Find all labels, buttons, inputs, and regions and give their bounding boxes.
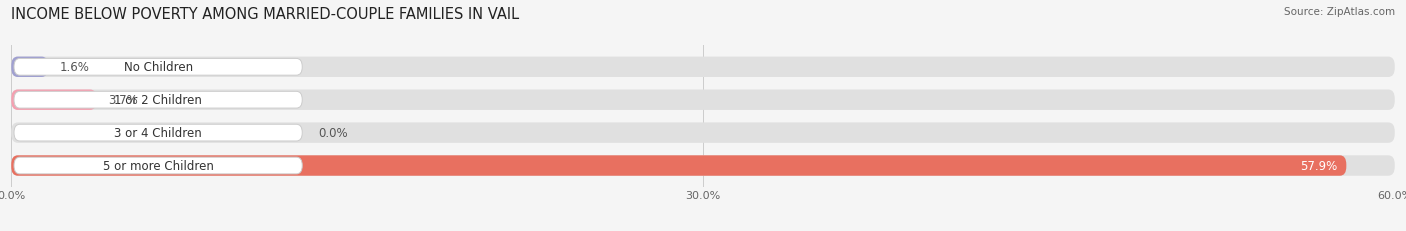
FancyBboxPatch shape [11, 57, 48, 78]
Text: 5 or more Children: 5 or more Children [103, 159, 214, 172]
Text: 1.6%: 1.6% [59, 61, 90, 74]
FancyBboxPatch shape [11, 156, 1347, 176]
FancyBboxPatch shape [11, 156, 1395, 176]
Text: 3 or 4 Children: 3 or 4 Children [114, 127, 202, 140]
Text: 1 or 2 Children: 1 or 2 Children [114, 94, 202, 107]
FancyBboxPatch shape [11, 123, 1395, 143]
FancyBboxPatch shape [14, 59, 302, 76]
Text: 57.9%: 57.9% [1301, 159, 1337, 172]
FancyBboxPatch shape [14, 125, 302, 141]
FancyBboxPatch shape [14, 158, 302, 174]
Text: No Children: No Children [124, 61, 193, 74]
FancyBboxPatch shape [11, 90, 97, 110]
Text: INCOME BELOW POVERTY AMONG MARRIED-COUPLE FAMILIES IN VAIL: INCOME BELOW POVERTY AMONG MARRIED-COUPL… [11, 7, 519, 22]
Text: 3.7%: 3.7% [108, 94, 138, 107]
FancyBboxPatch shape [14, 92, 302, 109]
FancyBboxPatch shape [11, 90, 1395, 110]
FancyBboxPatch shape [11, 57, 1395, 78]
Text: Source: ZipAtlas.com: Source: ZipAtlas.com [1284, 7, 1395, 17]
Text: 0.0%: 0.0% [318, 127, 347, 140]
